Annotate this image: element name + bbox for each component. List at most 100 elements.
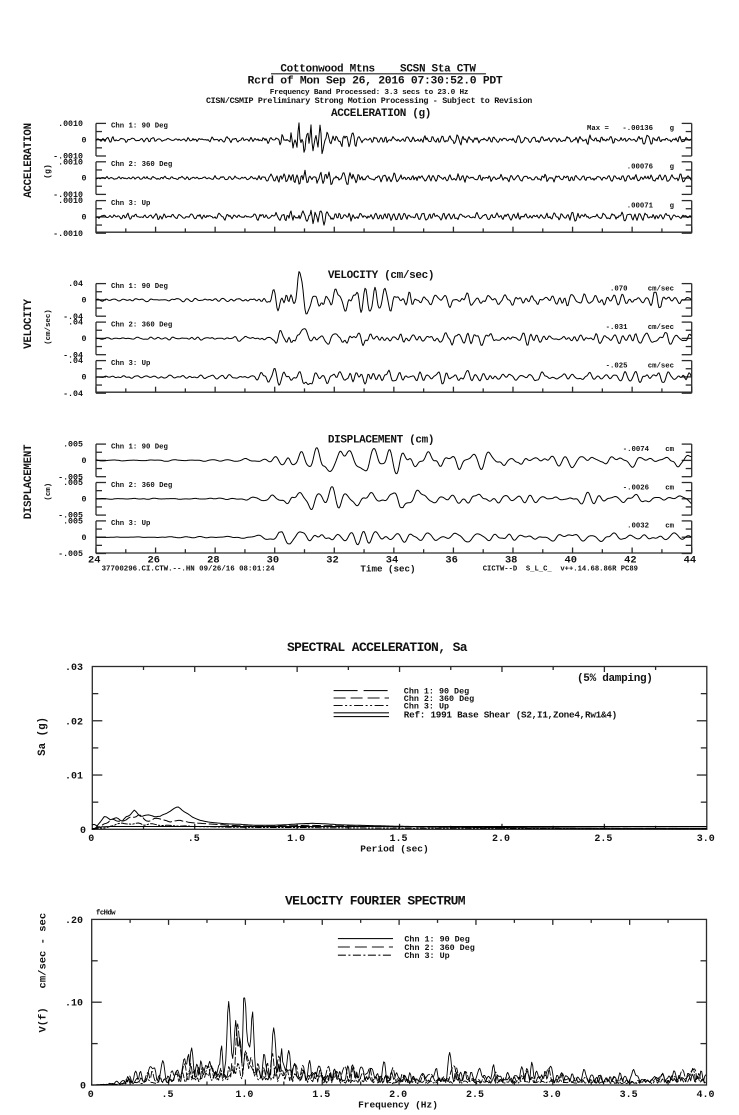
svg-text:-.005: -.005 xyxy=(58,473,83,482)
svg-text:0: 0 xyxy=(82,214,87,223)
svg-text:VELOCITY: VELOCITY xyxy=(23,298,35,348)
svg-text:0: 0 xyxy=(82,534,87,543)
svg-text:.0032: .0032 xyxy=(627,523,649,531)
svg-text:0: 0 xyxy=(82,335,87,344)
svg-text:.0010: .0010 xyxy=(58,197,83,206)
svg-text:cm: cm xyxy=(665,484,674,492)
svg-text:3.0: 3.0 xyxy=(543,1090,561,1101)
svg-text:.005: .005 xyxy=(63,441,83,450)
svg-text:Chn 2: 360 Deg: Chn 2: 360 Deg xyxy=(111,482,172,490)
svg-text:26: 26 xyxy=(148,555,160,567)
svg-text:Chn 1: 90 Deg: Chn 1: 90 Deg xyxy=(111,123,168,131)
svg-text:.04: .04 xyxy=(68,357,83,366)
svg-text:(g): (g) xyxy=(43,164,53,179)
svg-text:ACCELERATION: ACCELERATION xyxy=(23,123,35,198)
svg-text:0: 0 xyxy=(82,374,87,383)
svg-text:cm/sec: cm/sec xyxy=(648,324,674,332)
svg-text:1.0: 1.0 xyxy=(287,834,305,845)
svg-text:3.5: 3.5 xyxy=(620,1090,638,1101)
svg-text:(cm): (cm) xyxy=(45,483,53,501)
svg-text:.005: .005 xyxy=(63,518,83,527)
svg-text:2.0: 2.0 xyxy=(389,1090,407,1101)
svg-text:-.0074: -.0074 xyxy=(623,446,650,454)
svg-text:0: 0 xyxy=(82,175,87,184)
svg-text:Max =: Max = xyxy=(587,125,610,133)
svg-text:-.0010: -.0010 xyxy=(53,191,83,200)
svg-text:32: 32 xyxy=(326,555,338,567)
svg-text:V(f) cm/sec - sec: V(f) cm/sec - sec xyxy=(38,913,50,1033)
svg-text:Sa (g): Sa (g) xyxy=(37,717,49,756)
svg-text:Chn 3: Up: Chn 3: Up xyxy=(111,200,151,208)
svg-text:0: 0 xyxy=(80,1082,86,1093)
svg-text:-.00136: -.00136 xyxy=(622,125,653,133)
svg-text:0: 0 xyxy=(88,834,94,845)
svg-text:Chn 2: 360 Deg: Chn 2: 360 Deg xyxy=(404,943,474,953)
svg-text:Chn 3: Up: Chn 3: Up xyxy=(111,360,151,368)
svg-text:-.0026: -.0026 xyxy=(623,484,649,492)
svg-text:Chn 2: 360 Deg: Chn 2: 360 Deg xyxy=(111,321,172,329)
svg-text:28: 28 xyxy=(207,555,219,567)
svg-text:Frequency (Hz): Frequency (Hz) xyxy=(358,1100,438,1111)
svg-text:34: 34 xyxy=(386,555,398,567)
svg-text:g: g xyxy=(670,202,674,210)
svg-text:Frequency Band Processed: 3.3: Frequency Band Processed: 3.3 secs to 23… xyxy=(270,89,469,97)
svg-text:(5% damping): (5% damping) xyxy=(577,673,653,685)
svg-text:1.5: 1.5 xyxy=(312,1090,330,1101)
svg-text:Chn 3: Up: Chn 3: Up xyxy=(111,520,151,528)
svg-text:44: 44 xyxy=(684,555,696,567)
svg-text:g: g xyxy=(670,164,674,172)
svg-text:.01: .01 xyxy=(65,772,83,783)
svg-text:-.005: -.005 xyxy=(58,550,83,559)
svg-text:Period (sec): Period (sec) xyxy=(360,844,428,855)
svg-text:30: 30 xyxy=(267,555,279,567)
svg-text:0: 0 xyxy=(88,1090,94,1101)
svg-text:.10: .10 xyxy=(65,999,83,1010)
svg-text:cm/sec: cm/sec xyxy=(648,362,674,370)
svg-text:CICTW--D S_L_C_ v++.14.68.86: CICTW--D S_L_C_ v++.14.68.86R PC89 xyxy=(483,566,638,574)
svg-text:.0010: .0010 xyxy=(58,158,83,167)
svg-text:0: 0 xyxy=(82,495,87,504)
svg-text:Chn 1: 90 Deg: Chn 1: 90 Deg xyxy=(404,687,469,697)
svg-text:Chn 3: Up: Chn 3: Up xyxy=(404,951,449,961)
svg-text:-.04: -.04 xyxy=(63,351,83,360)
svg-text:DISPLACEMENT (cm): DISPLACEMENT (cm) xyxy=(328,435,434,447)
svg-text:.02: .02 xyxy=(65,717,83,728)
svg-text:2.5: 2.5 xyxy=(466,1090,484,1101)
svg-text:SPECTRAL ACCELERATION, Sa: SPECTRAL ACCELERATION, Sa xyxy=(287,640,468,655)
svg-text:ACCELERATION (g): ACCELERATION (g) xyxy=(331,108,431,120)
svg-text:Chn 2: 360 Deg: Chn 2: 360 Deg xyxy=(404,694,474,704)
svg-text:cm/sec: cm/sec xyxy=(648,285,674,293)
svg-text:VELOCITY FOURIER SPECTRUM: VELOCITY FOURIER SPECTRUM xyxy=(285,894,466,909)
svg-text:4.0: 4.0 xyxy=(696,1090,714,1101)
svg-text:.04: .04 xyxy=(68,319,83,328)
svg-text:DISPLACEMENT: DISPLACEMENT xyxy=(23,444,35,519)
svg-text:CISN/CSMIP Preliminary Strong: CISN/CSMIP Preliminary Strong Motion Pro… xyxy=(206,96,532,106)
svg-text:Time (sec): Time (sec) xyxy=(360,564,415,575)
svg-text:37700296.CI.CTW.--.HN 09/26/16: 37700296.CI.CTW.--.HN 09/26/16 08:01:24 xyxy=(102,566,276,574)
svg-text:3.0: 3.0 xyxy=(697,834,715,845)
svg-text:2.5: 2.5 xyxy=(594,834,612,845)
svg-text:.00071: .00071 xyxy=(627,202,654,210)
svg-text:(cm/sec): (cm/sec) xyxy=(45,309,53,344)
svg-text:Chn 1: 90 Deg: Chn 1: 90 Deg xyxy=(111,443,168,451)
svg-text:.0010: .0010 xyxy=(58,120,83,129)
svg-text:-.04: -.04 xyxy=(63,313,83,322)
svg-text:2.0: 2.0 xyxy=(492,834,510,845)
svg-text:-.031: -.031 xyxy=(606,324,629,332)
svg-text:cm: cm xyxy=(665,446,674,454)
svg-text:Cottonwood Mtns SCSN Sta CT: Cottonwood Mtns SCSN Sta CTW xyxy=(280,64,476,76)
svg-text:-.04: -.04 xyxy=(63,390,83,399)
svg-text:.03: .03 xyxy=(65,663,83,674)
svg-text:-.0010: -.0010 xyxy=(53,153,83,162)
svg-text:1.0: 1.0 xyxy=(235,1090,253,1101)
svg-text:0: 0 xyxy=(82,297,87,306)
svg-text:0: 0 xyxy=(82,136,87,145)
svg-text:cm: cm xyxy=(665,523,674,531)
svg-text:0: 0 xyxy=(80,826,86,837)
svg-text:Chn 2: 360 Deg: Chn 2: 360 Deg xyxy=(111,161,172,169)
svg-text:Rcrd of Mon Sep 26, 2016 07:30: Rcrd of Mon Sep 26, 2016 07:30:52.0 PDT xyxy=(248,76,503,88)
svg-text:-.005: -.005 xyxy=(58,512,83,521)
svg-text:40: 40 xyxy=(565,555,577,567)
svg-text:.20: .20 xyxy=(65,916,83,927)
svg-text:.5: .5 xyxy=(188,834,200,845)
